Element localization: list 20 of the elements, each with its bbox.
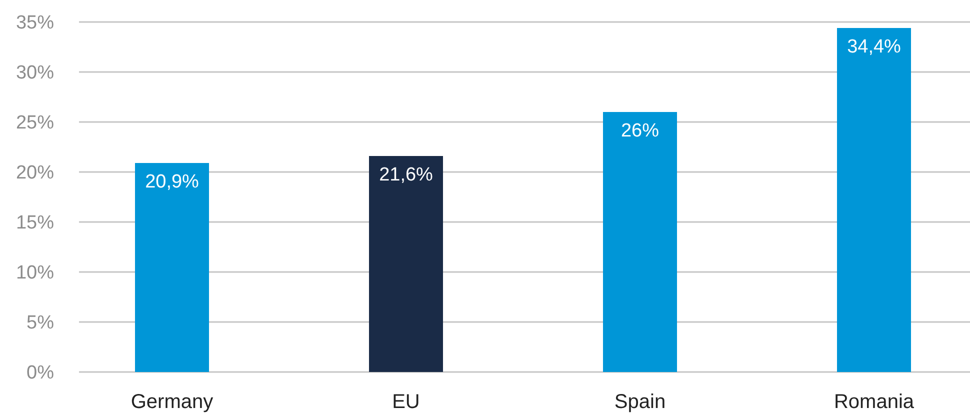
x-tick-label: Spain — [614, 391, 666, 414]
data-label: 20,9% — [145, 171, 200, 192]
y-tick-label: 5% — [26, 312, 54, 334]
bar — [369, 156, 443, 372]
x-tick-label: Germany — [130, 391, 214, 414]
x-tick-label: Romania — [834, 391, 915, 414]
y-tick-label: 10% — [16, 262, 54, 284]
bar — [135, 163, 209, 372]
y-tick-label: 30% — [16, 62, 54, 84]
x-tick-label: EU — [392, 391, 420, 414]
data-label: 34,4% — [847, 36, 902, 58]
data-label: 21,6% — [379, 164, 434, 186]
bar — [837, 28, 911, 372]
y-tick-label: 25% — [16, 112, 54, 134]
y-tick-label: 20% — [16, 162, 54, 184]
y-tick-label: 15% — [16, 212, 54, 234]
y-tick-label: 35% — [16, 12, 54, 34]
bar — [603, 112, 677, 372]
y-tick-label: 0% — [26, 362, 54, 384]
data-label: 26% — [620, 120, 660, 142]
